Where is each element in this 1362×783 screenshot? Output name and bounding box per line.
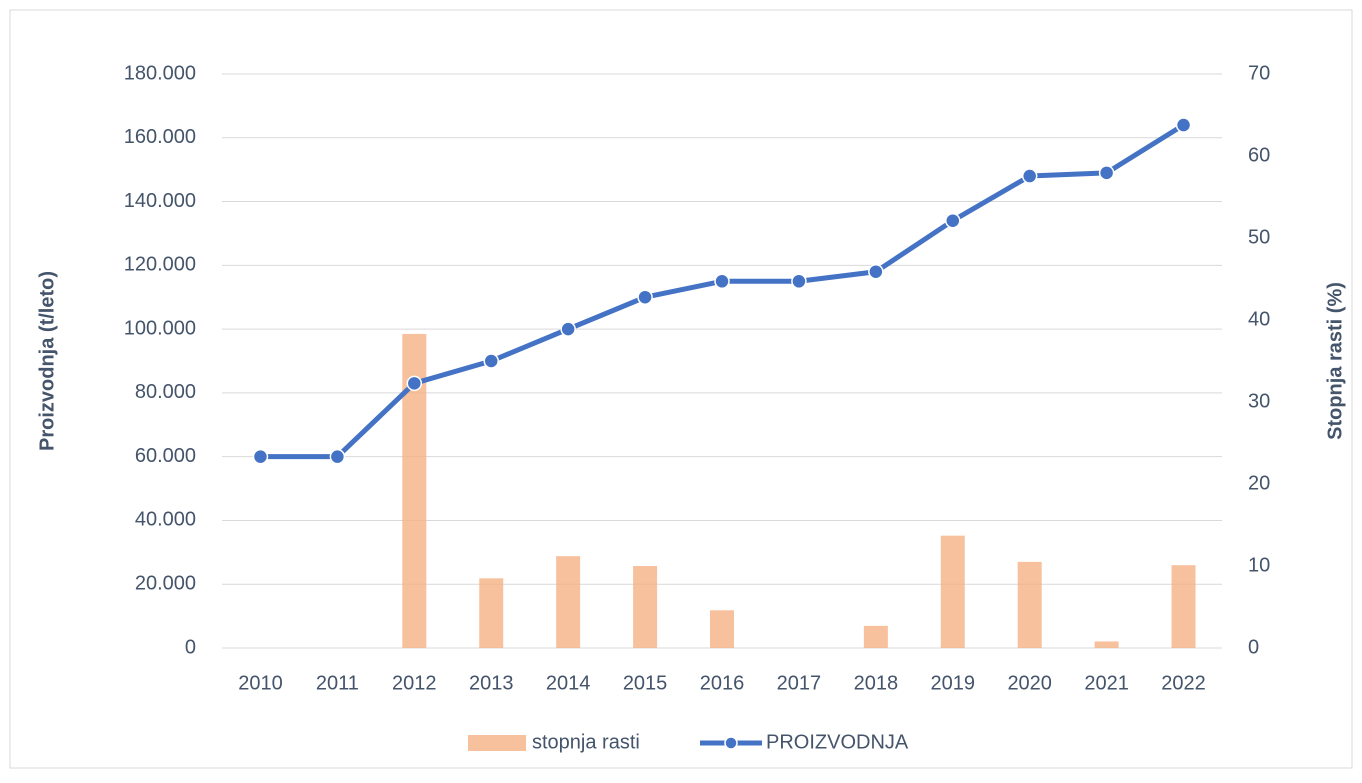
x-tick-label: 2013 bbox=[469, 672, 514, 694]
y-tick-label: 120.000 bbox=[124, 254, 196, 276]
y2-tick-label: 70 bbox=[1248, 62, 1270, 84]
y2-axis-title: Stopnja rasti (%) bbox=[1324, 282, 1346, 440]
y2-tick-label: 40 bbox=[1248, 308, 1270, 330]
y2-tick-label: 30 bbox=[1248, 390, 1270, 412]
x-tick-label: 2021 bbox=[1084, 672, 1129, 694]
y-tick-label: 80.000 bbox=[135, 381, 196, 403]
y-tick-label: 40.000 bbox=[135, 509, 196, 531]
x-tick-label: 2019 bbox=[931, 672, 976, 694]
line-point bbox=[868, 263, 884, 280]
y2-tick-label: 10 bbox=[1248, 554, 1270, 576]
bar bbox=[710, 610, 734, 648]
line-point bbox=[329, 448, 346, 465]
y-tick-label: 0 bbox=[185, 636, 196, 658]
chart-frame bbox=[9, 9, 1353, 769]
y2-tick-label: 20 bbox=[1248, 472, 1270, 494]
line-point bbox=[406, 375, 423, 392]
x-tick-label: 2012 bbox=[392, 672, 437, 694]
bar bbox=[1171, 565, 1196, 648]
line-point bbox=[637, 289, 653, 305]
legend-label: stopnja rasti bbox=[532, 731, 640, 753]
bar bbox=[479, 578, 504, 648]
line-point bbox=[714, 273, 730, 290]
x-tick-label: 2018 bbox=[854, 672, 899, 694]
line-point bbox=[1175, 117, 1192, 133]
bar bbox=[556, 556, 581, 648]
line-point bbox=[1098, 165, 1115, 181]
y-tick-label: 140.000 bbox=[124, 190, 196, 212]
line-point bbox=[483, 353, 499, 369]
legend-label: PROIZVODNJA bbox=[766, 731, 909, 753]
bar bbox=[863, 625, 888, 648]
legend-swatch bbox=[724, 736, 738, 750]
bar bbox=[940, 535, 965, 648]
y2-tick-label: 0 bbox=[1248, 636, 1259, 658]
y-tick-label: 100.000 bbox=[124, 317, 196, 339]
x-tick-label: 2022 bbox=[1161, 672, 1206, 694]
y-tick-label: 180.000 bbox=[124, 62, 196, 84]
y-tick-label: 160.000 bbox=[124, 126, 196, 148]
x-tick-label: 2011 bbox=[316, 672, 359, 694]
x-tick-label: 2020 bbox=[1007, 672, 1052, 694]
x-tick-label: 2010 bbox=[238, 672, 283, 694]
line-point bbox=[945, 212, 961, 229]
y2-tick-label: 50 bbox=[1248, 226, 1270, 248]
line-point bbox=[560, 321, 576, 337]
bar bbox=[1094, 641, 1119, 648]
x-tick-label: 2014 bbox=[546, 672, 591, 694]
bar bbox=[1017, 561, 1042, 648]
x-tick-label: 2017 bbox=[777, 672, 822, 694]
y-tick-label: 60.000 bbox=[135, 445, 196, 467]
legend-swatch bbox=[468, 735, 526, 751]
bar bbox=[633, 566, 658, 648]
y-axis-title: Proizvodnja (t/leto) bbox=[36, 271, 58, 451]
y2-tick-label: 60 bbox=[1248, 144, 1270, 166]
y-tick-label: 20.000 bbox=[135, 573, 196, 595]
line-point bbox=[791, 273, 807, 290]
line-point bbox=[1021, 168, 1038, 184]
line-point bbox=[252, 448, 269, 465]
x-tick-label: 2016 bbox=[700, 672, 745, 694]
x-tick-label: 2015 bbox=[623, 672, 668, 694]
